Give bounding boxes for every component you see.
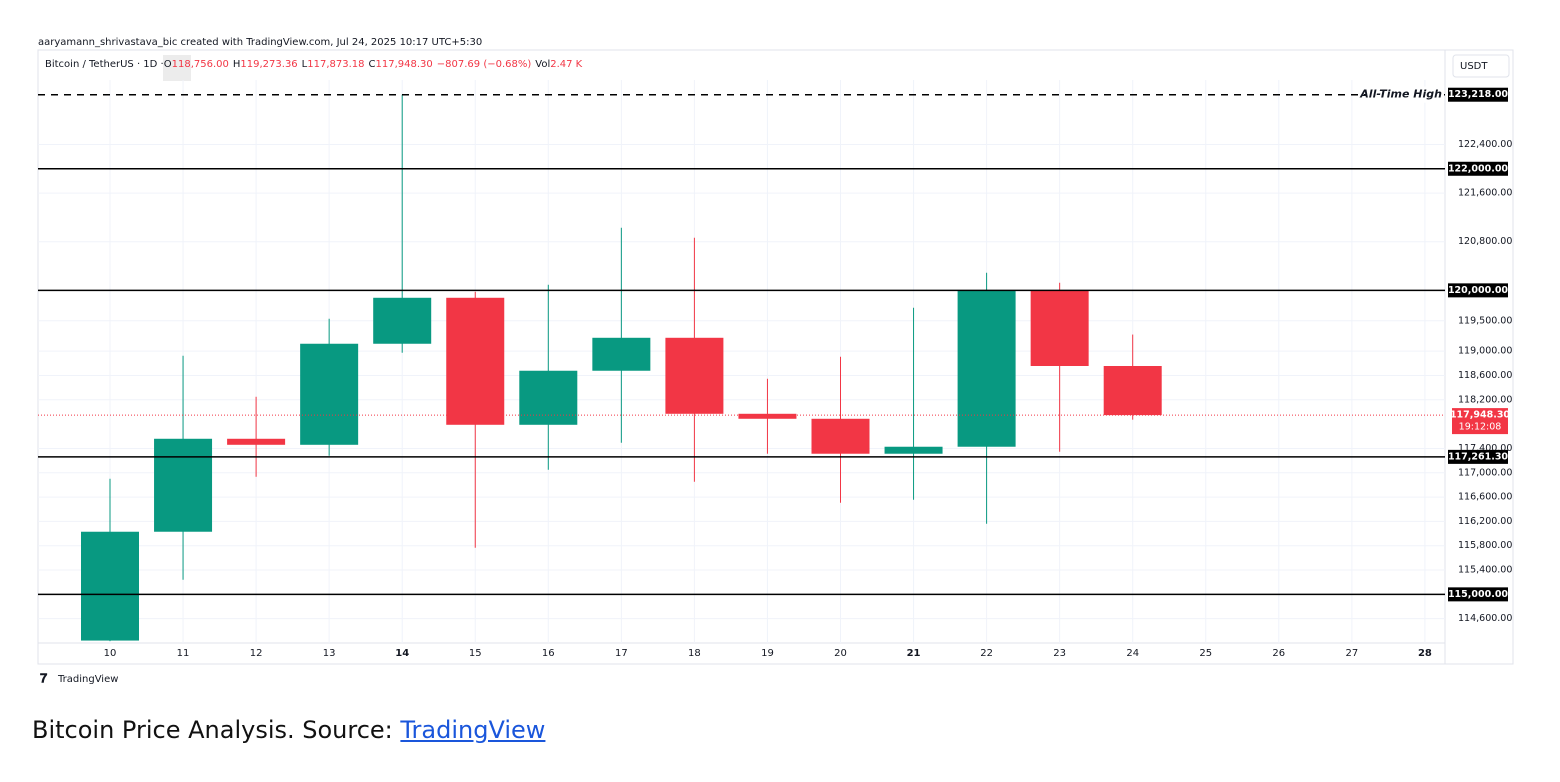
caption: Bitcoin Price Analysis. Source: TradingV… — [32, 716, 545, 744]
candle-body — [957, 290, 1016, 447]
currency-button[interactable] — [1452, 54, 1510, 78]
ohlc-label: H — [233, 59, 241, 70]
attribution: aaryamann_shrivastava_bic created with T… — [38, 37, 482, 48]
y-tick-label: 116,200.00 — [1458, 516, 1512, 527]
x-tick-label: 21 — [907, 648, 921, 659]
ohlc-value: 119,273.36 — [240, 59, 297, 70]
ohlc-value: 118,756.00 — [172, 59, 229, 70]
symbol-legend: Bitcoin / TetherUS · 1D ·O118,756.00 H119… — [45, 59, 583, 70]
volume-label: Vol — [535, 59, 550, 70]
volume-value: 2.47 K — [550, 59, 582, 70]
x-tick-label: 15 — [469, 648, 482, 659]
x-tick-label: 18 — [688, 648, 701, 659]
candle-body — [1030, 290, 1089, 366]
brand: TradingView — [57, 674, 118, 685]
y-tick-label: 120,800.00 — [1458, 236, 1512, 247]
y-tick-label: 117,400.00 — [1458, 443, 1512, 454]
last-price-countdown: 19:12:08 — [1459, 422, 1502, 433]
candle-body — [811, 418, 870, 454]
blurred-box — [163, 55, 191, 81]
y-tick-label: 122,400.00 — [1458, 139, 1512, 150]
level-label-box — [1448, 449, 1508, 464]
y-tick-label: 115,400.00 — [1458, 565, 1512, 576]
x-tick-label: 25 — [1199, 648, 1212, 659]
y-tick-label: 121,600.00 — [1458, 188, 1512, 199]
y-tick-label: 119,500.00 — [1458, 315, 1512, 326]
annotation: All-Time High — [1359, 88, 1442, 101]
x-tick-label: 24 — [1126, 648, 1139, 659]
candle-body — [81, 531, 139, 641]
candle-body — [154, 438, 213, 532]
y-tick-label: 116,600.00 — [1458, 492, 1512, 503]
ohlc-value: 117,948.30 — [376, 59, 433, 70]
x-tick-label: 28 — [1418, 648, 1432, 659]
level-label: 123,218.00 — [1448, 89, 1508, 100]
caption-text: Bitcoin Price Analysis. Source: — [32, 716, 393, 744]
candle-body — [592, 337, 651, 371]
ohlc-label: L — [302, 59, 308, 70]
caption-link[interactable]: TradingView — [400, 716, 546, 744]
x-tick-label: 12 — [250, 648, 263, 659]
candle-body — [1103, 365, 1162, 416]
last-price-box — [1452, 408, 1508, 435]
ohlc-label: O — [164, 59, 172, 70]
x-tick-label: 17 — [615, 648, 628, 659]
x-tick-label: 10 — [104, 648, 117, 659]
last-price-label: 117,948.30 — [1450, 410, 1510, 421]
chart-frame — [37, 49, 1514, 665]
y-tick-label: 118,600.00 — [1458, 370, 1512, 381]
x-tick-label: 11 — [177, 648, 190, 659]
level-label-box — [1448, 87, 1508, 102]
x-tick-label: 26 — [1272, 648, 1285, 659]
candle-body — [446, 297, 505, 425]
candle-body — [738, 413, 797, 419]
chart: aaryamann_shrivastava_bic created with T… — [37, 37, 1514, 687]
ohlc-label: C — [369, 59, 376, 70]
x-tick-label: 16 — [542, 648, 555, 659]
change: −807.69 (−0.68%) — [437, 59, 532, 70]
x-tick-label: 13 — [323, 648, 336, 659]
candle-body — [373, 297, 432, 344]
level-label: 115,000.00 — [1448, 589, 1508, 600]
level-label: 117,261.30 — [1448, 451, 1508, 462]
candle-body — [519, 370, 578, 425]
ohlc-value: 117,873.18 — [307, 59, 364, 70]
symbol: Bitcoin / TetherUS · 1D · — [45, 59, 164, 70]
brand-logo: 𝟕 — [40, 672, 48, 687]
level-label-box — [1448, 587, 1508, 602]
level-label: 122,000.00 — [1448, 163, 1508, 174]
x-tick-label: 19 — [761, 648, 774, 659]
candle-body — [665, 337, 724, 414]
y-tick-label: 114,600.00 — [1458, 613, 1512, 624]
level-label: 120,000.00 — [1448, 285, 1508, 296]
y-tick-label: 117,000.00 — [1458, 467, 1512, 478]
x-tick-label: 14 — [395, 648, 409, 659]
y-tick-label: 115,800.00 — [1458, 540, 1512, 551]
level-label-box — [1448, 283, 1508, 298]
x-tick-label: 22 — [980, 648, 993, 659]
candle-body — [884, 446, 943, 454]
y-tick-label: 118,200.00 — [1458, 394, 1512, 405]
candle-body — [300, 343, 359, 445]
x-tick-label: 20 — [834, 648, 847, 659]
x-tick-label: 23 — [1053, 648, 1066, 659]
y-tick-label: 119,000.00 — [1458, 346, 1512, 357]
level-label-box — [1448, 161, 1508, 176]
x-tick-label: 27 — [1345, 648, 1358, 659]
currency[interactable]: USDT — [1460, 61, 1488, 72]
candle-body — [227, 438, 286, 445]
annotation-bg — [1366, 86, 1444, 103]
